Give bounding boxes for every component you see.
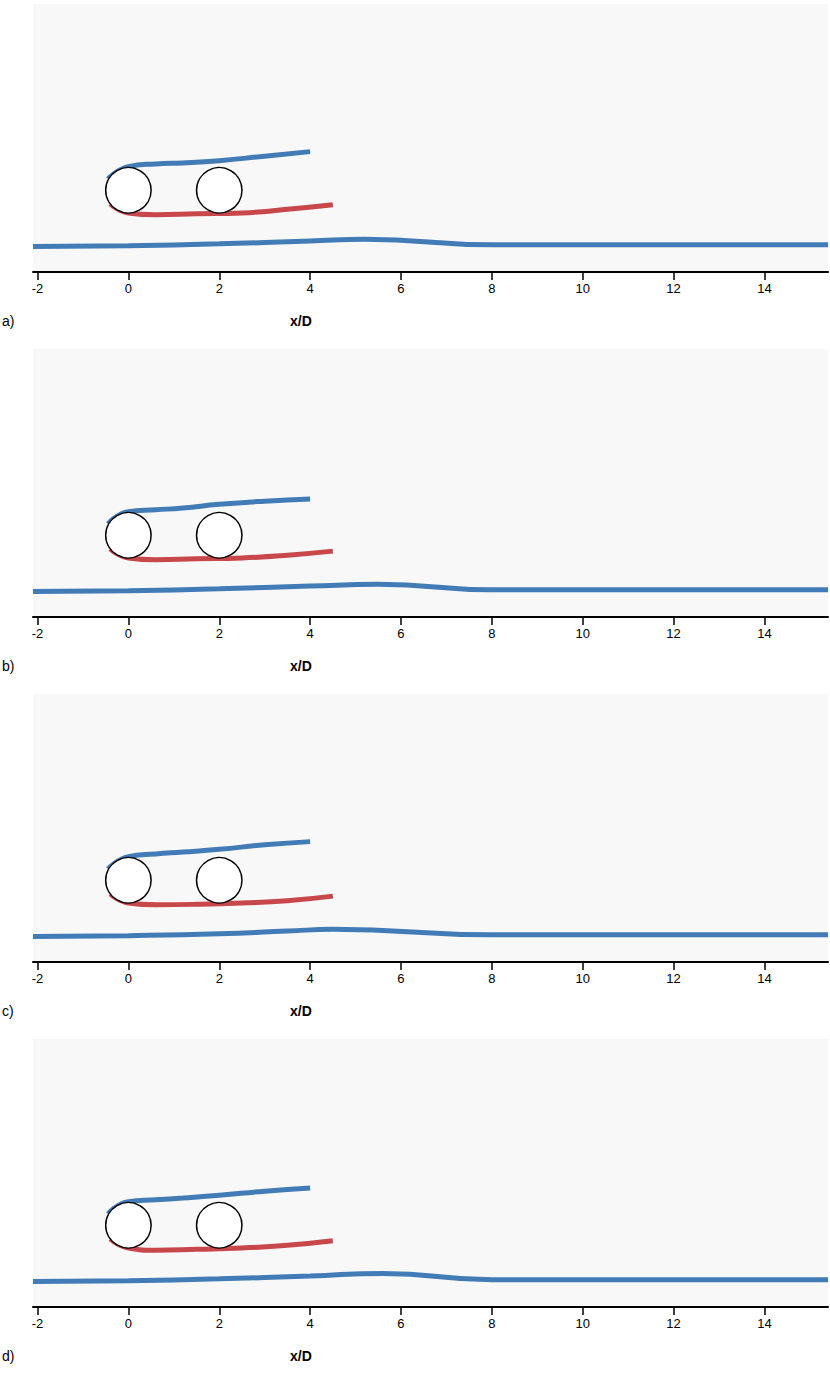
svg-text:8: 8 <box>488 1316 495 1331</box>
svg-text:10: 10 <box>575 626 589 641</box>
svg-text:x/D: x/D <box>290 313 312 329</box>
svg-text:14: 14 <box>757 1316 771 1331</box>
svg-text:2: 2 <box>216 626 223 641</box>
svg-text:a): a) <box>2 313 14 329</box>
svg-text:2: 2 <box>216 1316 223 1331</box>
svg-text:-2: -2 <box>32 281 44 296</box>
svg-text:6: 6 <box>397 1316 404 1331</box>
svg-text:6: 6 <box>397 626 404 641</box>
svg-text:x/D: x/D <box>290 1003 312 1019</box>
svg-text:12: 12 <box>666 626 680 641</box>
svg-text:0: 0 <box>125 1316 132 1331</box>
svg-text:x/D: x/D <box>290 1348 312 1364</box>
svg-text:10: 10 <box>575 1316 589 1331</box>
svg-text:c): c) <box>2 1003 14 1019</box>
svg-text:0: 0 <box>125 281 132 296</box>
svg-text:6: 6 <box>397 971 404 986</box>
svg-text:2: 2 <box>216 281 223 296</box>
svg-text:12: 12 <box>666 1316 680 1331</box>
svg-text:2: 2 <box>216 971 223 986</box>
svg-text:14: 14 <box>757 971 771 986</box>
svg-text:-2: -2 <box>32 971 44 986</box>
svg-text:0: 0 <box>125 971 132 986</box>
svg-text:12: 12 <box>666 281 680 296</box>
svg-text:10: 10 <box>575 281 589 296</box>
svg-text:8: 8 <box>488 626 495 641</box>
svg-text:8: 8 <box>488 281 495 296</box>
svg-text:0: 0 <box>125 626 132 641</box>
svg-text:4: 4 <box>306 626 313 641</box>
svg-text:4: 4 <box>306 971 313 986</box>
svg-text:b): b) <box>2 658 14 674</box>
svg-text:x/D: x/D <box>290 658 312 674</box>
svg-text:4: 4 <box>306 1316 313 1331</box>
svg-text:d): d) <box>2 1348 14 1364</box>
svg-text:12: 12 <box>666 971 680 986</box>
svg-text:-2: -2 <box>32 1316 44 1331</box>
svg-text:6: 6 <box>397 281 404 296</box>
svg-text:-2: -2 <box>32 626 44 641</box>
svg-text:10: 10 <box>575 971 589 986</box>
svg-text:8: 8 <box>488 971 495 986</box>
svg-text:4: 4 <box>306 281 313 296</box>
svg-text:14: 14 <box>757 281 771 296</box>
svg-text:14: 14 <box>757 626 771 641</box>
